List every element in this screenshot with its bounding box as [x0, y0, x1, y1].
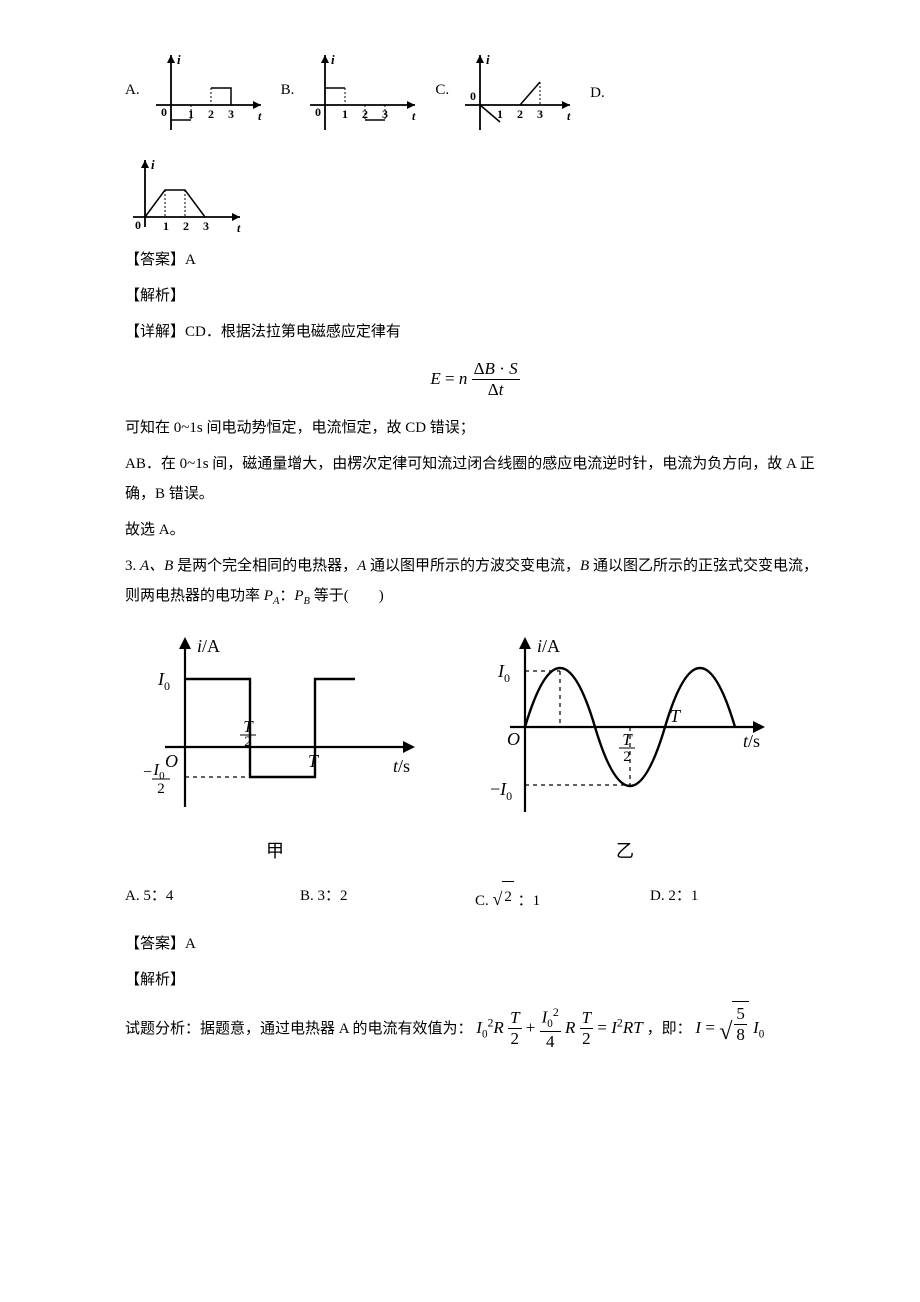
svg-text:1: 1	[163, 219, 169, 233]
mc-d: D. 2：1	[650, 881, 825, 917]
svg-text:I0: I0	[497, 661, 510, 685]
q1-options-row: A. 0 1 2 3 i t B.	[125, 50, 825, 135]
svg-text:i: i	[331, 52, 335, 67]
q1-formula: E = n ΔB · S Δt	[125, 359, 825, 401]
q1-explain-header: 【解析】	[125, 281, 825, 311]
q1-line1: CD．根据法拉第电磁感应定律有	[185, 324, 401, 340]
mc-c: C. √2 ：1	[475, 881, 650, 917]
q2-answer: 【答案】A	[125, 929, 825, 959]
svg-text:T: T	[622, 730, 633, 749]
svg-text:i: i	[486, 52, 490, 67]
graph-d: 0 1 2 3 i t	[125, 155, 825, 235]
svg-text:2: 2	[183, 219, 189, 233]
label-jia: 甲	[266, 833, 284, 869]
mc-a: A. 5：4	[125, 881, 300, 917]
chart-jia: i/A t/s O I0 T 2 T − I0 2	[125, 627, 425, 827]
q2-end: 等于( )	[310, 588, 384, 604]
option-d-label: D.	[590, 78, 605, 108]
svg-text:−: −	[143, 764, 152, 781]
q2-explain-header: 【解析】	[125, 965, 825, 995]
detail-prefix: 【详解】	[125, 324, 185, 340]
svg-text:t: t	[237, 221, 241, 235]
charts-row: i/A t/s O I0 T 2 T − I0 2 甲	[125, 627, 825, 869]
mc-c-prefix: C.	[475, 893, 493, 909]
option-b-block: B. 0 1 2 3 i t	[281, 50, 426, 135]
svg-text:t: t	[412, 109, 416, 123]
q2-stem: 3. A、B 是两个完全相同的电热器，A 通以图甲所示的方波交变电流，B 通以图…	[125, 551, 825, 612]
option-a-block: A. 0 1 2 3 i t	[125, 50, 271, 135]
q2-answer-value: A	[185, 936, 196, 952]
formula2: I02R T2 + I024 R T2 = I2RT	[476, 1018, 646, 1037]
graph-b: 0 1 2 3 i t	[300, 50, 425, 135]
chart-yi: i/A t/s O I0 −I0 T 2 T	[475, 627, 775, 827]
option-d-block: 0 1 2 3 i t	[125, 155, 825, 235]
pa: P	[264, 588, 273, 604]
svg-text:0: 0	[161, 105, 167, 119]
svg-text:t: t	[258, 109, 262, 123]
svg-text:t: t	[567, 109, 571, 123]
formula3: I = √58 I0	[695, 1018, 764, 1037]
answer-value: A	[185, 252, 196, 268]
q2-answer-prefix: 【答案】	[125, 936, 185, 952]
svg-text:t/s: t/s	[393, 756, 410, 776]
q2-mid1: 通以图甲所示的方波交变电流，	[366, 558, 580, 574]
svg-text:3: 3	[228, 107, 234, 121]
formula-n: n	[459, 369, 468, 388]
q1-answer: 【答案】A	[125, 245, 825, 275]
q1-line3: AB．在 0~1s 间，磁通量增大，由楞次定律可知流过闭合线圈的感应电流逆时针，…	[125, 449, 825, 509]
q2-colon: ：	[279, 588, 294, 604]
q2-rest: 是两个完全相同的电热器，	[173, 558, 357, 574]
option-a-label: A.	[125, 75, 140, 135]
q1-line4: 故选 A。	[125, 515, 825, 545]
svg-text:0: 0	[135, 218, 141, 232]
svg-text:i: i	[151, 157, 155, 172]
analysis-prefix: 试题分析：据题意，通过电热器 A 的电流有效值为：	[125, 1021, 473, 1037]
svg-text:3: 3	[203, 219, 209, 233]
svg-text:1: 1	[342, 107, 348, 121]
svg-text:i/A: i/A	[537, 636, 560, 656]
q2-analysis: 试题分析：据题意，通过电热器 A 的电流有效值为： I02R T2 + I024…	[125, 1001, 825, 1063]
svg-text:1: 1	[497, 107, 503, 121]
svg-text:−I0: −I0	[490, 779, 512, 803]
option-b-label: B.	[281, 75, 295, 135]
mc-c-suffix: ：1	[518, 893, 541, 909]
q1-line2: 可知在 0~1s 间电动势恒定，电流恒定，故 CD 错误；	[125, 413, 825, 443]
svg-text:3: 3	[537, 107, 543, 121]
graph-a: 0 1 2 3 i t	[146, 50, 271, 135]
svg-text:t/s: t/s	[743, 731, 760, 751]
label-yi: 乙	[616, 833, 634, 869]
q2-ab: A、B	[140, 558, 173, 574]
q1-detail: 【详解】CD．根据法拉第电磁感应定律有	[125, 317, 825, 347]
svg-text:I0: I0	[157, 669, 170, 693]
q2-number: 3.	[125, 558, 136, 574]
svg-text:2: 2	[157, 781, 165, 797]
q2-a: A	[357, 558, 366, 574]
svg-text:0: 0	[470, 89, 476, 103]
pb: P	[294, 588, 303, 604]
formula-E: E	[430, 369, 440, 388]
answer-prefix: 【答案】	[125, 252, 185, 268]
sqrt-2: 2	[502, 881, 514, 912]
q2-mc-row: A. 5：4 B. 3：2 C. √2 ：1 D. 2：1	[125, 881, 825, 917]
option-c-block: C. 0 1 2 3 i t	[435, 50, 580, 135]
chart-yi-col: i/A t/s O I0 −I0 T 2 T 乙	[475, 627, 775, 869]
mc-b: B. 3：2	[300, 881, 475, 917]
svg-text:O: O	[507, 729, 520, 749]
svg-text:i/A: i/A	[197, 636, 220, 656]
q2-b: B	[580, 558, 589, 574]
svg-text:0: 0	[315, 105, 321, 119]
svg-text:O: O	[165, 751, 178, 771]
svg-text:i: i	[177, 52, 181, 67]
graph-c: 0 1 2 3 i t	[455, 50, 580, 135]
ji: ，即：	[647, 1021, 692, 1037]
chart-jia-col: i/A t/s O I0 T 2 T − I0 2 甲	[125, 627, 425, 869]
option-c-label: C.	[435, 75, 449, 135]
svg-text:2: 2	[517, 107, 523, 121]
svg-text:2: 2	[208, 107, 214, 121]
